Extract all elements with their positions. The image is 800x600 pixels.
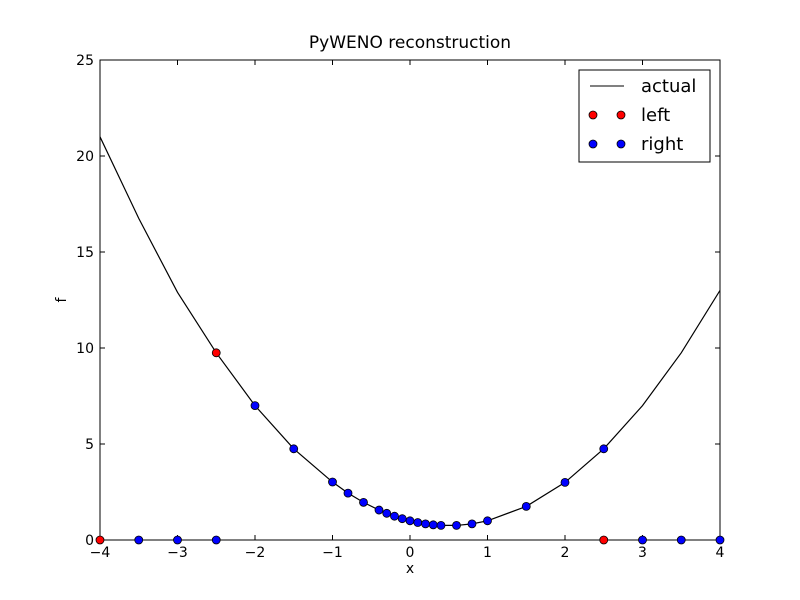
markers-layer [95,348,725,545]
point-right-5 [328,477,337,487]
point-right-16 [436,521,446,530]
legend-marker-left-1 [588,110,598,120]
x-tick-label-0: −4 [90,545,111,561]
legend-label-actual: actual [641,76,696,97]
legend-label-right: right [641,134,683,155]
point-right-13 [413,518,423,527]
series-line-actual [100,136,720,527]
point-right-15 [428,520,438,530]
point-right-17 [452,521,461,530]
point-right-10 [390,511,399,521]
point-right-7 [359,497,368,507]
legend: actual left right [578,69,711,163]
x-tick-label-8: 4 [716,545,725,561]
point-right-19 [483,516,492,526]
point-right-20 [521,501,531,511]
y-tick-label-5: 25 [76,53,94,69]
x-tick-label-3: −1 [322,545,343,561]
legend-marker-right-2 [616,139,626,149]
y-tick-label-3: 15 [76,245,94,261]
point-right-4 [289,444,299,454]
point-right-1 [173,535,182,545]
point-right-14 [421,519,430,529]
x-axis-label: x [406,561,414,577]
point-right-25 [715,535,725,545]
point-right-2 [211,535,221,545]
x-tick-label-5: 1 [483,545,492,561]
point-left-2 [599,535,609,545]
x-tick-label-1: −3 [167,545,188,561]
point-right-12 [405,516,415,526]
plot-frame [99,59,721,541]
legend-box [578,69,711,163]
point-right-8 [374,505,384,515]
legend-marker-left-2 [616,110,626,120]
x-tick-label-7: 3 [638,545,647,561]
x-tick-label-6: 2 [561,545,570,561]
ticks-layer: −4 −3 −2 −1 0 1 2 3 4 0 5 10 15 20 25 [76,53,724,561]
point-right-23 [638,535,647,545]
x-tick-label-2: −2 [245,545,266,561]
point-right-9 [382,508,392,518]
point-left-0 [95,535,105,545]
legend-label-left: left [641,105,670,126]
chart-title: PyWENO reconstruction [309,33,511,53]
series-layer [100,136,720,527]
point-right-6 [343,488,353,498]
x-tick-label-4: 0 [406,545,415,561]
point-right-11 [397,514,407,524]
point-right-21 [560,477,570,487]
y-tick-label-1: 5 [85,437,94,453]
y-tick-label-4: 20 [76,149,94,165]
y-tick-label-0: 0 [85,533,94,549]
point-right-24 [676,535,686,545]
point-right-22 [599,444,609,454]
y-tick-label-2: 10 [76,341,94,357]
point-left-1 [211,348,221,358]
point-right-0 [134,535,144,545]
point-right-3 [250,401,260,411]
y-axis-label: f [54,296,70,302]
legend-marker-right-1 [588,139,598,149]
point-right-18 [467,519,477,529]
